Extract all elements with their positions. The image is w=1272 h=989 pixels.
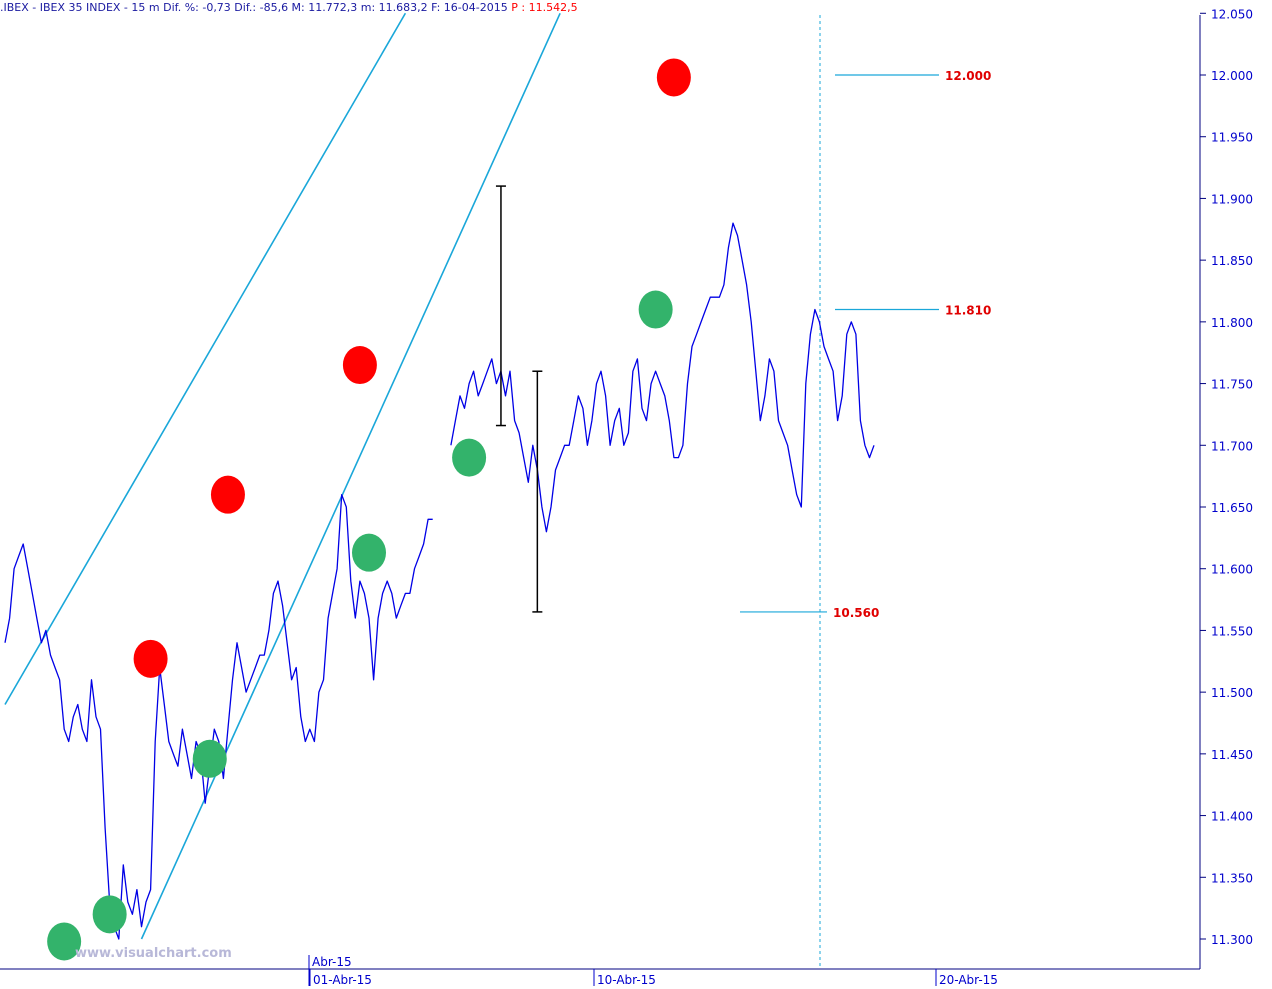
- y-tick-label: 11.600: [1211, 563, 1253, 577]
- channel-line-upper: [4, 12, 407, 705]
- resistance-marker: [210, 475, 245, 514]
- x-axis: Abr-15 01-Abr-15 10-Abr-15 20-Abr-15: [308, 955, 998, 987]
- channel-lines: [4, 12, 561, 940]
- y-tick-label: 11.800: [1211, 316, 1253, 330]
- support-marker: [47, 922, 82, 961]
- y-tick-label: 11.450: [1211, 748, 1253, 762]
- support-marker: [452, 438, 487, 477]
- y-tick-label: 11.900: [1211, 192, 1253, 206]
- level-label: 11.810: [945, 304, 991, 318]
- pivot-markers: [47, 58, 691, 961]
- y-tick-label: 11.700: [1211, 439, 1253, 453]
- y-tick-label: 11.650: [1211, 501, 1253, 515]
- y-tick-label: 11.400: [1211, 810, 1253, 824]
- y-tick-label: 12.050: [1211, 7, 1253, 21]
- price-line: [4, 494, 433, 940]
- x-tick-label: 01-Abr-15: [313, 973, 372, 987]
- support-marker: [192, 739, 227, 778]
- support-marker: [352, 533, 386, 572]
- price-series: [4, 222, 875, 940]
- y-tick-label: 11.550: [1211, 624, 1253, 638]
- x-tick-label: 10-Abr-15: [597, 973, 656, 987]
- level-label: 10.560: [833, 606, 879, 620]
- level-label: 12.000: [945, 69, 991, 83]
- y-axis: 11.300 11.350 11.400 11.450 11.500 11.550 11.6…: [1200, 7, 1253, 947]
- header-info: .IBEX - IBEX 35 INDEX - 15 m Dif. %: -0,…: [0, 1, 508, 14]
- y-tick-label: 11.500: [1211, 686, 1253, 700]
- y-tick-label: 11.750: [1211, 378, 1253, 392]
- month-label: Abr-15: [312, 955, 352, 969]
- chart-header: .IBEX - IBEX 35 INDEX - 15 m Dif. %: -0,…: [0, 0, 1200, 15]
- y-tick-label: 12.000: [1211, 69, 1253, 83]
- projection-arrows: [495, 185, 543, 613]
- resistance-marker: [133, 639, 168, 678]
- resistance-marker: [656, 58, 691, 97]
- support-marker: [638, 290, 673, 329]
- y-tick-label: 11.300: [1211, 933, 1253, 947]
- x-tick-label: 20-Abr-15: [939, 973, 998, 987]
- resistance-marker: [342, 346, 377, 385]
- plot-area: [0, 15, 1200, 969]
- header-last-price: P : 11.542,5: [511, 1, 578, 14]
- y-tick-label: 11.850: [1211, 254, 1253, 268]
- level-lines: 12.000 11.810 10.560: [740, 69, 991, 620]
- watermark: www.visualchart.com: [75, 946, 232, 961]
- y-tick-label: 11.350: [1211, 871, 1253, 885]
- y-tick-label: 11.950: [1211, 131, 1253, 145]
- channel-line-lower: [140, 12, 561, 940]
- price-line: [450, 222, 875, 533]
- support-marker: [92, 895, 127, 934]
